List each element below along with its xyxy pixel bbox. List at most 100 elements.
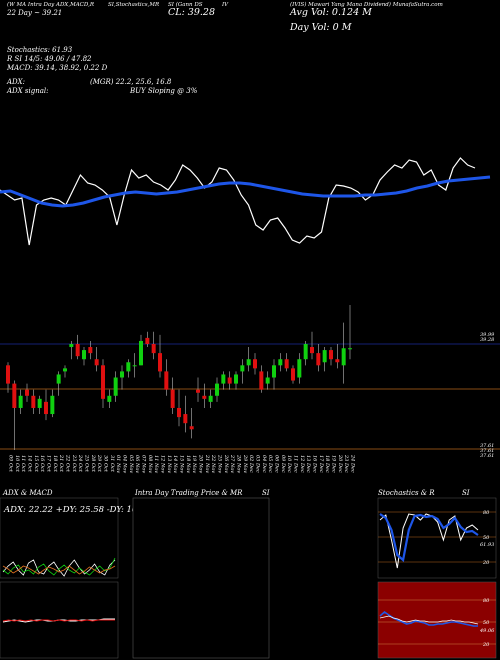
x-tick-label: 12 Nov <box>160 455 166 473</box>
adx-panel-title: ADX & MACD <box>3 489 53 497</box>
x-tick-label: 29 Oct <box>96 454 102 473</box>
x-tick-label: 18 Nov <box>185 455 191 473</box>
x-tick-label: 17 Dec <box>318 455 324 473</box>
x-tick-label: 14 Oct <box>27 455 33 473</box>
candle-body <box>322 350 327 363</box>
x-tick-label: 29 Nov <box>242 454 248 473</box>
x-tick-label: 11 Dec <box>293 455 299 473</box>
x-tick-label: 10 Oct <box>14 455 20 473</box>
rsi-readout: R SI 14/5: 49.06 / 47.82 <box>7 55 92 63</box>
x-tick-label: 16 Oct <box>39 455 45 473</box>
x-tick-label: 09 Oct <box>8 455 14 473</box>
candle-body <box>208 395 213 402</box>
stoch-readout: Stochastics: 61.93 <box>7 46 73 54</box>
candle-body <box>202 395 207 399</box>
header-line1-mid: SI,Stochastics,MR <box>108 2 160 8</box>
x-tick-label: 01 Nov <box>115 455 121 473</box>
header-close: CL: 39.28 <box>168 7 215 18</box>
candle-body <box>310 347 314 354</box>
x-tick-label: 24 Dec <box>350 454 356 473</box>
x-tick-label: 25 Oct <box>84 454 90 473</box>
x-tick-label: 05 Dec <box>267 455 273 473</box>
stoch-panel-title: Stochastics & R <box>378 489 435 497</box>
candle-body <box>316 353 321 366</box>
x-tick-label: 12 Dec <box>299 455 305 473</box>
candle-body <box>253 359 257 369</box>
x-tick-label: 22 Nov <box>210 454 216 473</box>
candle-body <box>297 359 302 378</box>
candle-body <box>227 377 232 384</box>
x-tick-label: 18 Dec <box>324 455 330 473</box>
adx-values: (MGR) 22.2, 25.6, 16.8 <box>90 78 172 86</box>
header-line1-mid2: SI (Gann DS <box>168 2 203 8</box>
candle-body <box>341 348 346 366</box>
adx-panel <box>0 497 119 579</box>
buy-signal: BUY Sloping @ 3% <box>130 87 198 95</box>
candle-body <box>189 426 194 430</box>
x-tick-label: 28 Nov <box>236 454 242 473</box>
candle-body <box>101 365 105 399</box>
candle-body <box>335 359 340 363</box>
candle-body <box>215 383 219 396</box>
candle-body <box>113 377 118 396</box>
intraday-panel-title: Intra Day Trading Price & MR <box>135 489 243 497</box>
candle-body <box>221 374 226 384</box>
candle-body <box>272 365 276 378</box>
candle-body <box>50 395 55 415</box>
candle-body <box>82 350 86 360</box>
x-tick-label: 30 Oct <box>103 455 109 473</box>
x-tick-label: 05 Nov <box>128 455 134 473</box>
candle-body <box>329 350 333 360</box>
candle-body <box>56 374 61 384</box>
price-label-low3: 37.61 <box>480 453 494 459</box>
x-tick-label: 23 Oct <box>71 454 77 473</box>
rsi-level-50: 50 <box>483 620 490 626</box>
candle-body <box>348 348 352 350</box>
header-line1-right: (IVIS) Mawari Yang Mana Dividend) Munafa… <box>290 2 443 8</box>
adx-panel-values: ADX: 22.22 +DY: 25.58 -DY: 16.28 <box>3 505 151 515</box>
rsi-value: 49.06 <box>479 628 495 634</box>
candle-body <box>151 343 156 354</box>
candle-body <box>145 337 150 344</box>
rsi-level-20: 20 <box>482 642 490 648</box>
price-label-top: 39.99 <box>480 332 495 338</box>
stoch-level-80: 80 <box>483 510 490 516</box>
candle-body <box>196 389 200 393</box>
main-price-chart: 09 Oct 10 Oct 11 Oct 14 Oct 15 Oct 16 Oct 17 O… <box>0 157 500 473</box>
candle-body <box>259 371 264 390</box>
candle-body <box>120 371 124 378</box>
candle-body <box>44 401 48 415</box>
candle-body <box>107 395 112 402</box>
x-tick-label: 16 Dec <box>312 455 318 473</box>
candle-body <box>25 389 29 396</box>
stoch-line-blue <box>379 513 479 563</box>
candle-body <box>75 343 80 357</box>
x-tick-label: 17 Oct <box>46 455 52 473</box>
x-tick-label: 09 Dec <box>280 455 286 473</box>
candle-body <box>303 343 308 360</box>
x-tick-label: 04 Dec <box>261 455 267 473</box>
price-label-top2: 39.28 <box>480 337 494 343</box>
x-tick-label: 06 Nov <box>134 455 140 473</box>
x-tick-label: 25 Nov <box>217 454 223 473</box>
stochastics-panel <box>377 497 497 579</box>
x-tick-label: 23 Dec <box>343 454 349 473</box>
x-tick-label: 11 Oct <box>20 455 26 473</box>
header-line1-left: (W MA Intra Day ADX,MACD,R <box>7 2 94 8</box>
x-tick-label: 24 Oct <box>77 454 83 473</box>
adx-label: ADX: <box>7 78 26 86</box>
candle-body <box>183 414 188 424</box>
stoch-level-20: 20 <box>482 560 490 566</box>
x-tick-label: 14 Nov <box>172 455 178 473</box>
candle-body <box>88 347 93 354</box>
candle-body <box>240 365 245 372</box>
candle-body <box>170 389 175 408</box>
intraday-panel-si: SI <box>262 489 270 497</box>
x-tick-label: 20 Nov <box>198 454 204 473</box>
oscillator-line <box>0 157 476 246</box>
candle-body <box>234 374 238 384</box>
candle-body <box>94 359 99 366</box>
x-tick-label: 27 Nov <box>229 454 235 473</box>
candle-body <box>164 371 169 390</box>
